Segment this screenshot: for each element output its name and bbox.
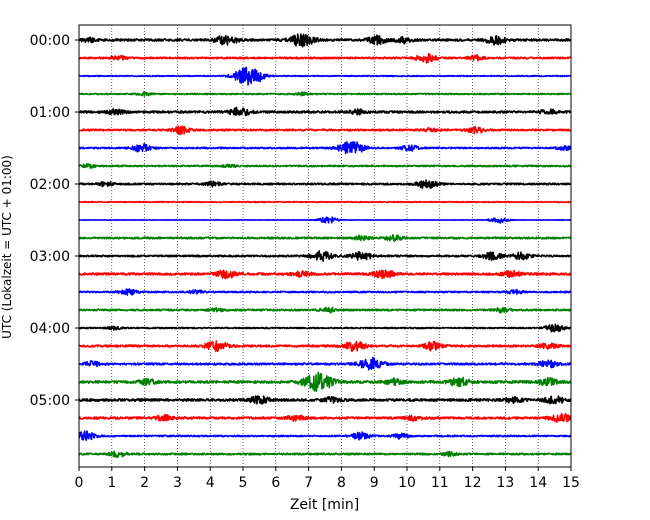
seismic-trace-0400 (78, 323, 572, 333)
x-tick-label: 11 (431, 475, 449, 491)
seismic-trace-0100 (78, 106, 572, 117)
seismic-trace-0145 (78, 163, 572, 169)
y-tick-label: 05:00 (30, 393, 70, 409)
seismic-trace-0445 (78, 371, 572, 392)
seismic-trace-0315 (78, 269, 572, 280)
x-tick-label: 5 (239, 475, 248, 491)
x-tick-label: 10 (398, 475, 416, 491)
axis-layer: 0 1 2 3 4 5 6 7 8 9 10 11 12 13 14 1500:0001:0002:0003:… (30, 33, 580, 491)
x-tick-label: 15 (562, 475, 580, 491)
x-tick-label: 7 (304, 475, 313, 491)
trace-layer (78, 33, 572, 459)
y-tick-label: 00:00 (30, 33, 70, 49)
x-tick-label: 3 (173, 475, 182, 491)
seismic-trace-0215 (78, 200, 572, 204)
y-tick-label: 02:00 (30, 177, 70, 193)
x-axis-title: Zeit [min] (290, 497, 359, 513)
seismic-trace-0130 (78, 141, 572, 155)
y-tick-label: 01:00 (30, 105, 70, 121)
seismic-trace-0500 (78, 395, 572, 405)
x-tick-label: 9 (370, 475, 379, 491)
y-tick-label: 03:00 (30, 249, 70, 265)
seismic-trace-0230 (78, 216, 572, 224)
x-tick-label: 13 (496, 475, 514, 491)
x-tick-label: 2 (140, 475, 149, 491)
seismic-trace-0545 (78, 450, 572, 459)
y-tick-label: 04:00 (30, 321, 70, 337)
seismic-trace-0300 (78, 250, 572, 262)
seismic-trace-0045 (78, 91, 572, 97)
seismic-trace-0515 (78, 412, 572, 423)
x-tick-label: 8 (337, 475, 346, 491)
seismic-trace-0345 (78, 306, 572, 314)
x-tick-label: 12 (464, 475, 482, 491)
plot-frame (78, 24, 572, 468)
seismic-trace-0200 (78, 179, 572, 189)
x-tick-label: 4 (206, 475, 215, 491)
seismic-trace-0115 (78, 125, 572, 136)
x-tick-label: 0 (75, 475, 84, 491)
seismic-trace-0430 (78, 356, 572, 371)
seismic-trace-0330 (78, 288, 572, 296)
y-axis-title: UTC (Lokalzeit = UTC + 01:00) (0, 155, 14, 339)
seismic-trace-0245 (78, 233, 572, 242)
seismic-trace-0015 (78, 52, 572, 64)
seismic-trace-0030 (78, 66, 572, 86)
seismic-trace-0000 (78, 33, 572, 48)
x-tick-label: 14 (529, 475, 547, 491)
x-tick-label: 6 (271, 475, 280, 491)
seismic-trace-0530 (78, 430, 572, 442)
x-tick-label: 1 (107, 475, 116, 491)
seismic-trace-0415 (78, 340, 572, 353)
